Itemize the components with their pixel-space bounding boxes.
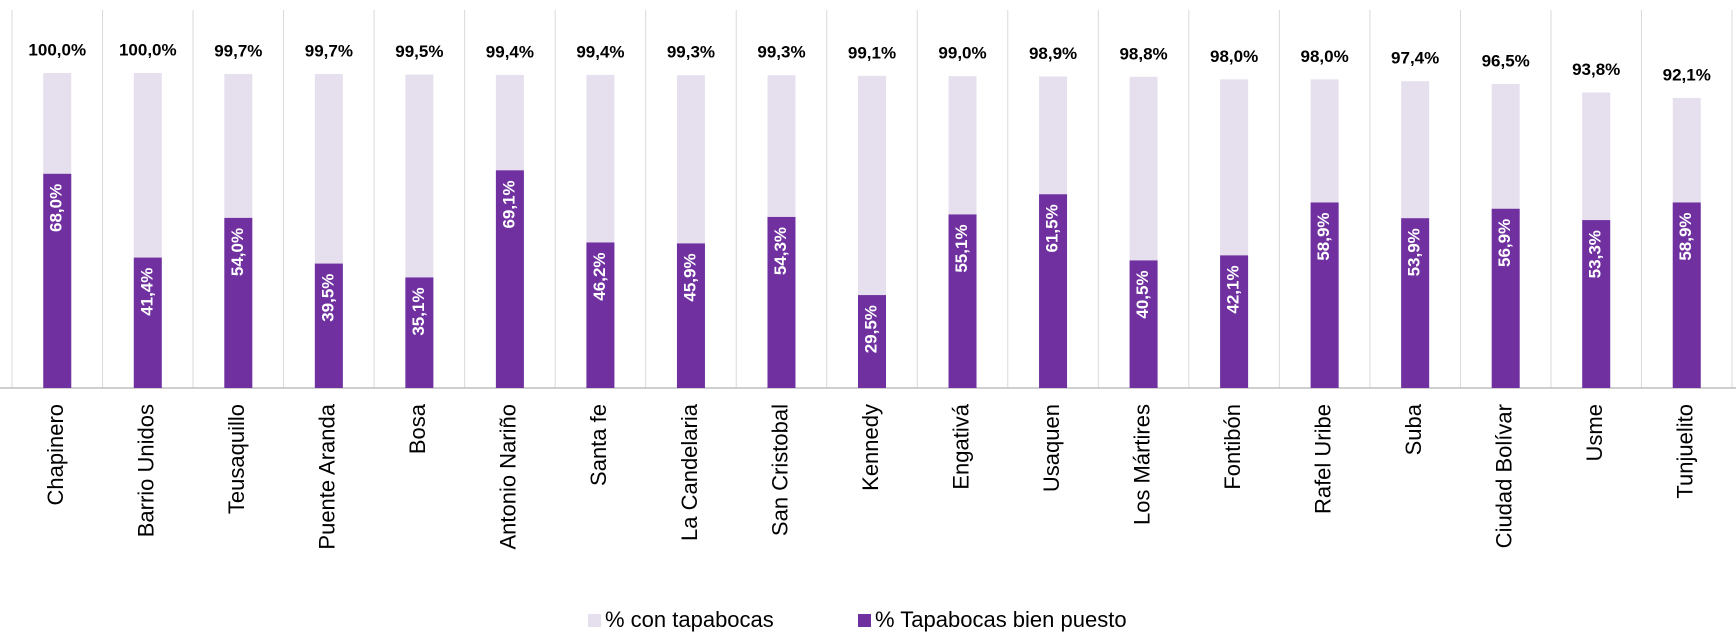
bar <box>43 173 72 388</box>
bar <box>1672 202 1701 388</box>
data-label: 61,5% <box>1043 204 1062 252</box>
bar <box>1220 255 1249 388</box>
bar <box>1039 194 1068 388</box>
data-label: 58,9% <box>1676 212 1695 260</box>
data-label: 98,0% <box>1210 47 1258 66</box>
data-label: 42,1% <box>1224 265 1243 313</box>
data-label: 53,3% <box>1586 230 1605 278</box>
x-tick-label: Puente Aranda <box>315 403 340 549</box>
bar <box>224 217 253 388</box>
bar <box>1582 220 1611 388</box>
x-tick-label: Engativá <box>948 403 973 489</box>
data-label: 46,2% <box>590 252 609 300</box>
bar <box>948 214 977 388</box>
data-label: 54,3% <box>771 227 790 275</box>
data-label: 41,4% <box>137 268 156 316</box>
legend-label: % Tapabocas bien puesto <box>875 607 1127 632</box>
data-label: 99,7% <box>305 41 353 60</box>
data-label: 100,0% <box>119 40 177 59</box>
data-label: 69,1% <box>499 180 518 228</box>
x-tick-label: Teusaquillo <box>224 404 249 514</box>
data-label: 98,9% <box>1029 44 1077 63</box>
bar <box>405 277 434 388</box>
data-label: 99,5% <box>395 42 443 61</box>
x-tick-label: Suba <box>1401 403 1426 455</box>
x-tick-label: Ciudad Bolívar <box>1491 404 1516 548</box>
data-label: 40,5% <box>1133 270 1152 318</box>
data-label: 99,1% <box>848 43 896 62</box>
legend-label: % con tapabocas <box>605 607 774 632</box>
x-tick-label: Barrio Unidos <box>134 404 159 537</box>
x-tick-label: Usme <box>1582 404 1607 461</box>
bar <box>676 243 705 388</box>
data-label: 39,5% <box>318 274 337 322</box>
x-tick-label: Antonio Nariño <box>496 404 521 550</box>
data-label: 99,3% <box>667 43 715 62</box>
data-label: 35,1% <box>409 287 428 335</box>
x-tick-label: Chapinero <box>43 404 68 506</box>
x-tick-label: San Cristobal <box>767 404 792 536</box>
data-label: 45,9% <box>680 253 699 301</box>
data-label: 99,3% <box>757 43 805 62</box>
bar <box>495 170 524 388</box>
data-label: 98,0% <box>1301 47 1349 66</box>
x-tick-label: La Candelaria <box>677 403 702 541</box>
bar <box>1401 218 1430 388</box>
data-label: 29,5% <box>861 305 880 353</box>
data-label: 99,4% <box>486 42 534 61</box>
data-label: 56,9% <box>1495 219 1514 267</box>
data-label: 99,7% <box>214 41 262 60</box>
data-label: 97,4% <box>1391 49 1439 68</box>
data-label: 96,5% <box>1482 52 1530 71</box>
legend-swatch <box>858 614 871 627</box>
data-label: 58,9% <box>1314 212 1333 260</box>
data-label: 92,1% <box>1663 65 1711 84</box>
bar <box>133 257 162 388</box>
x-tick-label: Usaquen <box>1039 404 1064 492</box>
bar <box>858 295 886 388</box>
data-label: 53,9% <box>1405 228 1424 276</box>
x-tick-label: Santa fe <box>586 404 611 486</box>
data-label: 99,0% <box>938 44 986 63</box>
data-label: 54,0% <box>228 228 247 276</box>
x-tick-label: Rafel Uribe <box>1310 404 1335 514</box>
data-label: 68,0% <box>47 184 66 232</box>
data-label: 99,4% <box>576 42 624 61</box>
bar <box>586 242 615 388</box>
bar <box>1129 260 1158 388</box>
legend-swatch <box>588 614 601 627</box>
data-label: 93,8% <box>1572 60 1620 79</box>
bar <box>314 263 343 388</box>
bar <box>1491 208 1520 388</box>
bar <box>1310 202 1339 388</box>
x-tick-label: Kennedy <box>858 404 883 491</box>
data-label: 100,0% <box>28 40 86 59</box>
bar <box>767 216 796 388</box>
data-label: 98,8% <box>1119 44 1167 63</box>
data-label: 55,1% <box>952 224 971 272</box>
x-tick-label: Fontibón <box>1220 404 1245 490</box>
x-tick-label: Tunjuelito <box>1673 404 1698 499</box>
x-tick-label: Los Mártires <box>1129 404 1154 525</box>
x-tick-label: Bosa <box>405 403 430 454</box>
